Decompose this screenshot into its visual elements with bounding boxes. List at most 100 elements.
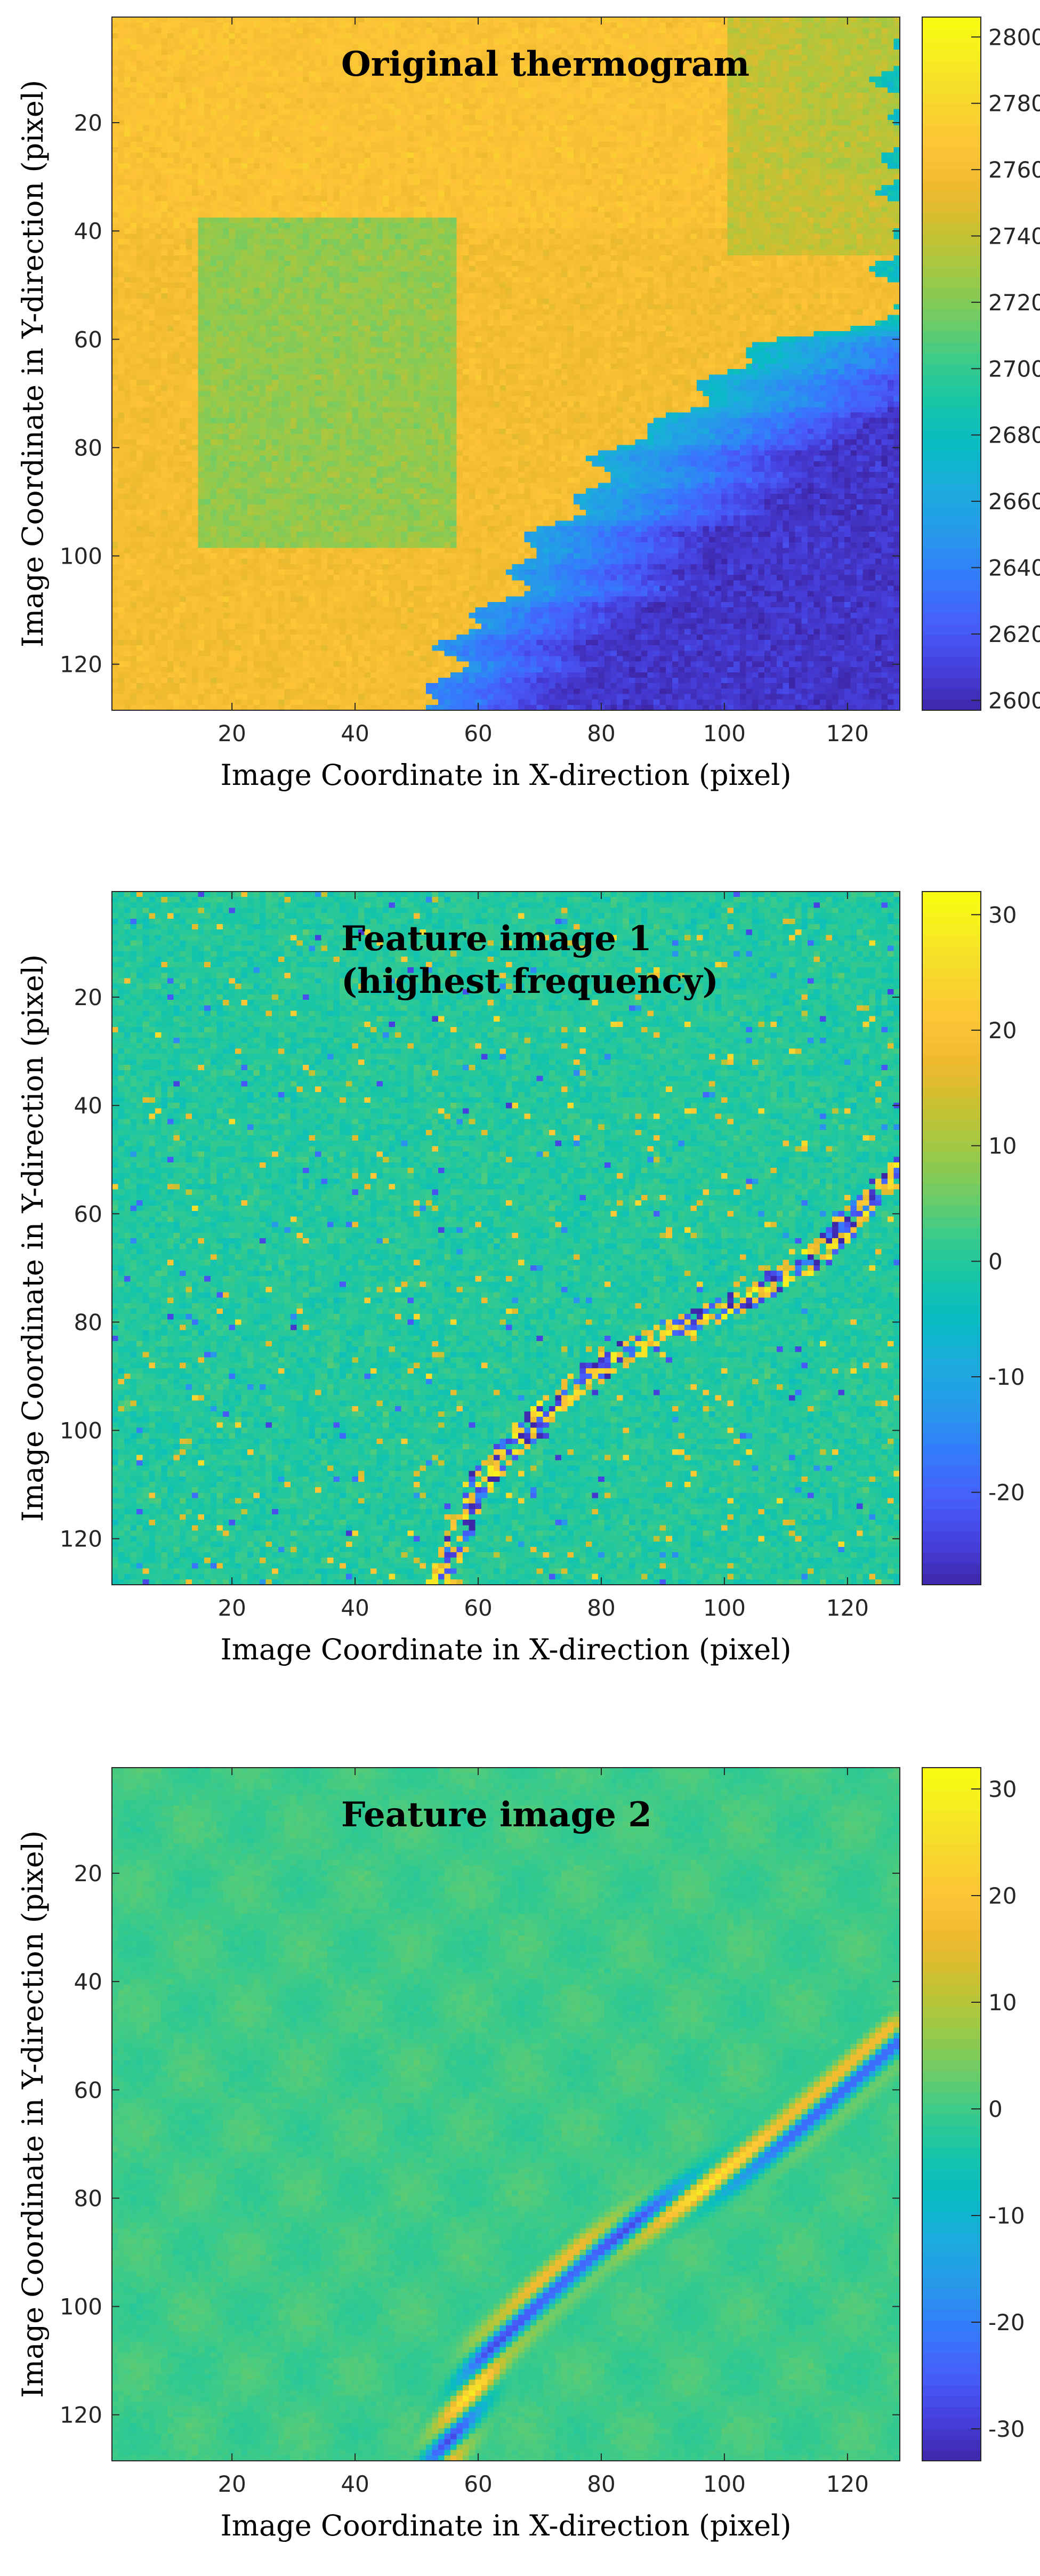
colorbar-segment (922, 1238, 981, 1250)
panel-title-line: Feature image 2 (341, 1795, 652, 1835)
x-axis-label: Image Coordinate in X-direction (pixel) (220, 2509, 791, 2542)
colorbar-segment (922, 1314, 981, 1326)
y-tick-label: 120 (60, 2402, 102, 2428)
colorbar-segment (922, 418, 981, 429)
colorbar-segment (922, 190, 981, 202)
colorbar-segment (922, 201, 981, 213)
colorbar-segment (922, 1097, 981, 1109)
colorbar-segment (922, 601, 981, 613)
colorbar-segment (922, 1854, 981, 1866)
y-tick-label: 60 (74, 2077, 102, 2103)
heatmap-image (112, 1768, 900, 2461)
colorbar-segment (922, 309, 981, 321)
colorbar-segment (922, 2005, 981, 2017)
colorbar-segment (922, 2060, 981, 2072)
colorbar-segment (922, 1162, 981, 1174)
colorbar-segment (922, 331, 981, 343)
colorbar-tick-label: 2680 (988, 422, 1040, 448)
colorbar-segment (922, 82, 981, 93)
colorbar-segment (922, 1054, 981, 1065)
colorbar-segment (922, 1151, 981, 1163)
x-tick-label: 40 (341, 1595, 369, 1621)
colorbar-segment (922, 147, 981, 158)
colorbar-segment (922, 688, 981, 700)
plot-frame (111, 1767, 900, 2461)
colorbar-segment (922, 656, 981, 668)
colorbar-segment (922, 548, 981, 559)
colorbar-segment (922, 2027, 981, 2039)
colorbar-segment (922, 1227, 981, 1239)
colorbar-segment (922, 989, 981, 1000)
colorbar-segment (922, 1270, 981, 1282)
colorbar-segment (922, 1216, 981, 1228)
colorbar-segment (922, 1065, 981, 1077)
colorbar-frame (922, 17, 981, 711)
colorbar-segment (922, 902, 981, 914)
colorbar-segment (922, 2082, 981, 2093)
colorbar-segment (922, 2298, 981, 2310)
colorbar-segment (922, 2341, 981, 2353)
colorbar-segment (922, 645, 981, 657)
colorbar-segment (922, 2092, 981, 2104)
y-tick-label: 40 (74, 1093, 102, 1119)
colorbar-segment (922, 1390, 981, 1401)
colorbar-segment (922, 1184, 981, 1195)
colorbar-segment (922, 2266, 981, 2277)
colorbar-segment (922, 1411, 981, 1423)
colorbar-segment (922, 1476, 981, 1488)
colorbar-segment (922, 439, 981, 451)
colorbar-segment (922, 2439, 981, 2451)
colorbar-segment (922, 1973, 981, 1985)
x-axis-label: Image Coordinate in X-direction (pixel) (220, 1633, 791, 1666)
colorbar-tick-label: 30 (988, 902, 1017, 928)
colorbar-segment (922, 114, 981, 126)
colorbar-segment (922, 299, 981, 310)
colorbar-segment (922, 1206, 981, 1217)
colorbar-segment (922, 1010, 981, 1022)
y-axis-label: Image Coordinate in Y-direction (pixel) (16, 1831, 50, 2398)
colorbar-segment (922, 1498, 981, 1510)
colorbar-segment (922, 450, 981, 462)
colorbar-tick-label: -20 (988, 2309, 1025, 2336)
colorbar-tick-label: 30 (988, 1776, 1017, 1802)
colorbar-segment (922, 667, 981, 678)
colorbar-tick-label: 2720 (988, 290, 1040, 316)
colorbar-tick-label: 20 (988, 1883, 1017, 1909)
colorbar-segment (922, 179, 981, 191)
colorbar-segment (922, 266, 981, 278)
colorbar-segment (922, 2190, 981, 2202)
colorbar-segment (922, 158, 981, 170)
panel-title-line: Feature image 1 (341, 919, 652, 959)
colorbar-segment (922, 1303, 981, 1314)
heatmap-image (112, 892, 900, 1585)
colorbar-segment (922, 2374, 981, 2386)
colorbar-segment (922, 374, 981, 386)
colorbar-tick-label: 0 (988, 1248, 1003, 1274)
colorbar-segment (922, 1249, 981, 1261)
y-tick-label: 20 (74, 110, 102, 136)
colorbar-segment (922, 136, 981, 148)
colorbar-segment (922, 2049, 981, 2061)
x-tick-label: 80 (587, 2471, 615, 2497)
y-tick-label: 100 (60, 543, 102, 569)
colorbar-segment (922, 537, 981, 549)
colorbar-segment (922, 1379, 981, 1391)
colorbar-segment (922, 1520, 981, 1531)
colorbar-segment (922, 2222, 981, 2234)
colorbar-segment (922, 38, 981, 50)
colorbar-tick-label: 2760 (988, 157, 1040, 183)
colorbar-segment (922, 93, 981, 105)
colorbar-segment (922, 1433, 981, 1445)
colorbar-segment (922, 60, 981, 72)
colorbar-segment (922, 1811, 981, 1823)
colorbar-segment (922, 212, 981, 223)
colorbar-tick-label: -30 (988, 2416, 1025, 2442)
colorbar-segment (922, 591, 981, 603)
x-tick-label: 60 (464, 2471, 492, 2497)
colorbar-tick-label: 2740 (988, 223, 1040, 250)
colorbar-segment (922, 1032, 981, 1044)
colorbar-segment (922, 1919, 981, 1931)
panel-title-line: Original thermogram (341, 44, 749, 84)
y-axis-label: Image Coordinate in Y-direction (pixel) (16, 80, 50, 647)
chart-panel-1: 20 40 60 80 100 120 20 40 60 80 100 120 Image Coordi… (16, 17, 1040, 792)
